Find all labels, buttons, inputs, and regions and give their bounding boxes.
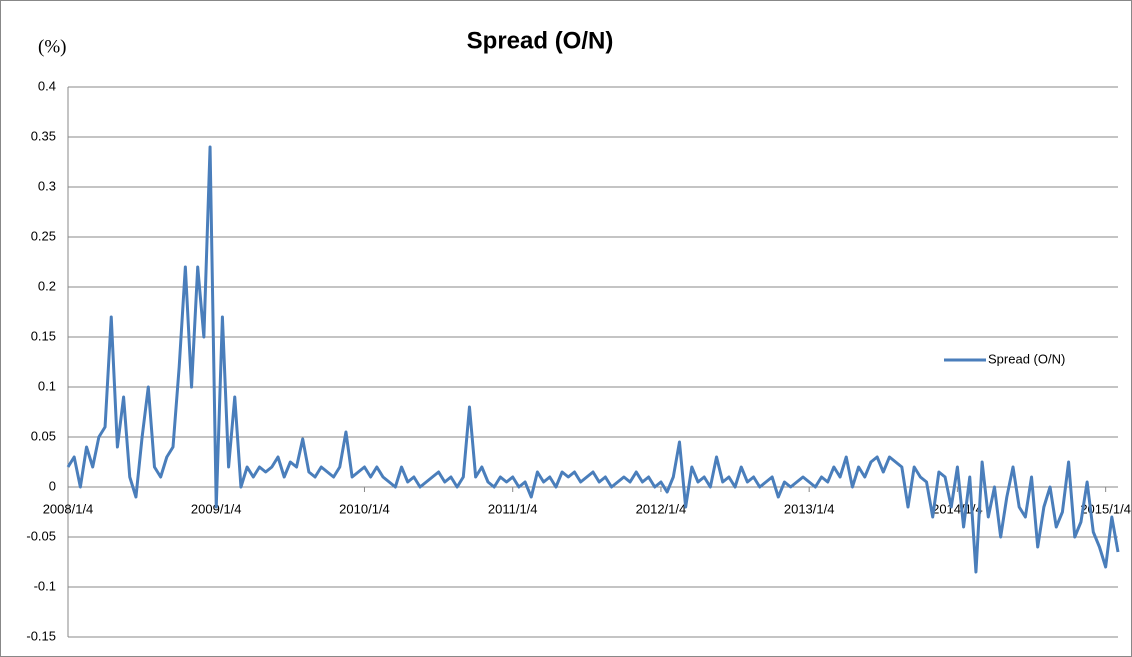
x-tick-label: 2009/1/4	[191, 501, 242, 516]
y-tick-label: 0.1	[38, 378, 56, 393]
y-tick-label: 0.3	[38, 178, 56, 193]
y-tick-label: 0.25	[31, 228, 56, 243]
series-line	[66, 145, 1120, 574]
x-tick-label: 2015/1/4	[1080, 501, 1131, 516]
y-tick-label: 0.15	[31, 328, 56, 343]
x-tick-label: 2012/1/4	[636, 501, 687, 516]
y-tick-label: 0	[49, 478, 56, 493]
chart-title: Spread (O/N)	[467, 27, 614, 54]
x-tick-label: 2013/1/4	[784, 501, 835, 516]
y-axis-label: (%)	[38, 36, 66, 57]
y-tick-label: -0.05	[26, 528, 56, 543]
x-tick-label: 2008/1/4	[43, 501, 94, 516]
y-tick-label: 0.35	[31, 128, 56, 143]
y-tick-label: -0.15	[26, 628, 56, 643]
x-tick-label: 2010/1/4	[339, 501, 390, 516]
y-tick-label: 0.2	[38, 278, 56, 293]
y-tick-label: 0.4	[38, 78, 56, 93]
x-tick-label: 2014/1/4	[932, 501, 983, 516]
y-tick-label: 0.05	[31, 428, 56, 443]
y-tick-label: -0.1	[34, 578, 56, 593]
x-tick-label: 2011/1/4	[488, 501, 538, 516]
legend-label: Spread (O/N)	[988, 351, 1065, 366]
